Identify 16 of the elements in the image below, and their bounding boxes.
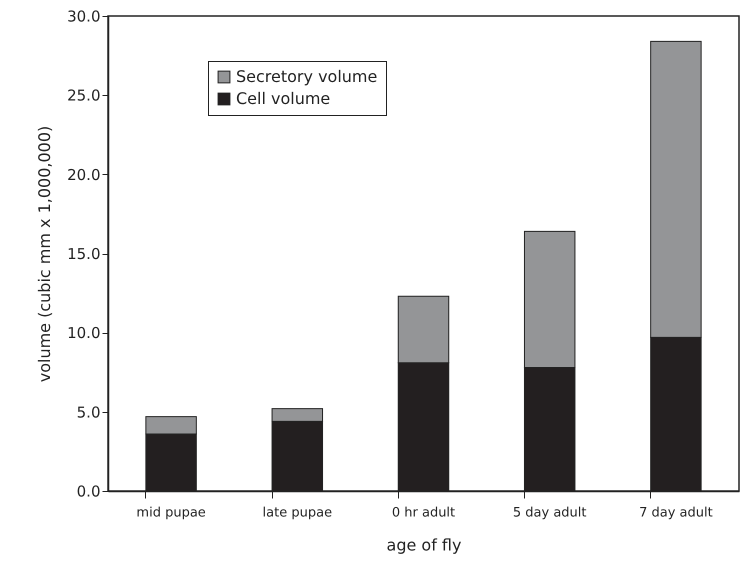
- y-tick-label: 5.0: [76, 403, 100, 422]
- y-tick-label: 10.0: [67, 324, 100, 342]
- y-tick-label: 20.0: [67, 166, 100, 184]
- x-tick-label: 0 hr adult: [392, 506, 456, 520]
- x-axis-title: age of fly: [386, 536, 462, 554]
- y-tick-label: 25.0: [67, 86, 100, 105]
- y-tick-label: 0.0: [76, 482, 100, 500]
- x-tick-label: 7 day adult: [639, 506, 713, 520]
- x-tick-label: late pupae: [262, 506, 332, 520]
- x-tick-label: 5 day adult: [512, 506, 587, 520]
- x-tick-label: mid pupae: [136, 506, 206, 520]
- legend-label: Cell volume: [236, 89, 330, 108]
- y-axis-title: volume (cubic mm x 1,000,000): [35, 126, 54, 382]
- y-tick-label: 30.0: [67, 8, 100, 26]
- y-tick-label: 15.0: [67, 245, 100, 263]
- legend-label: Secretory volume: [236, 67, 378, 86]
